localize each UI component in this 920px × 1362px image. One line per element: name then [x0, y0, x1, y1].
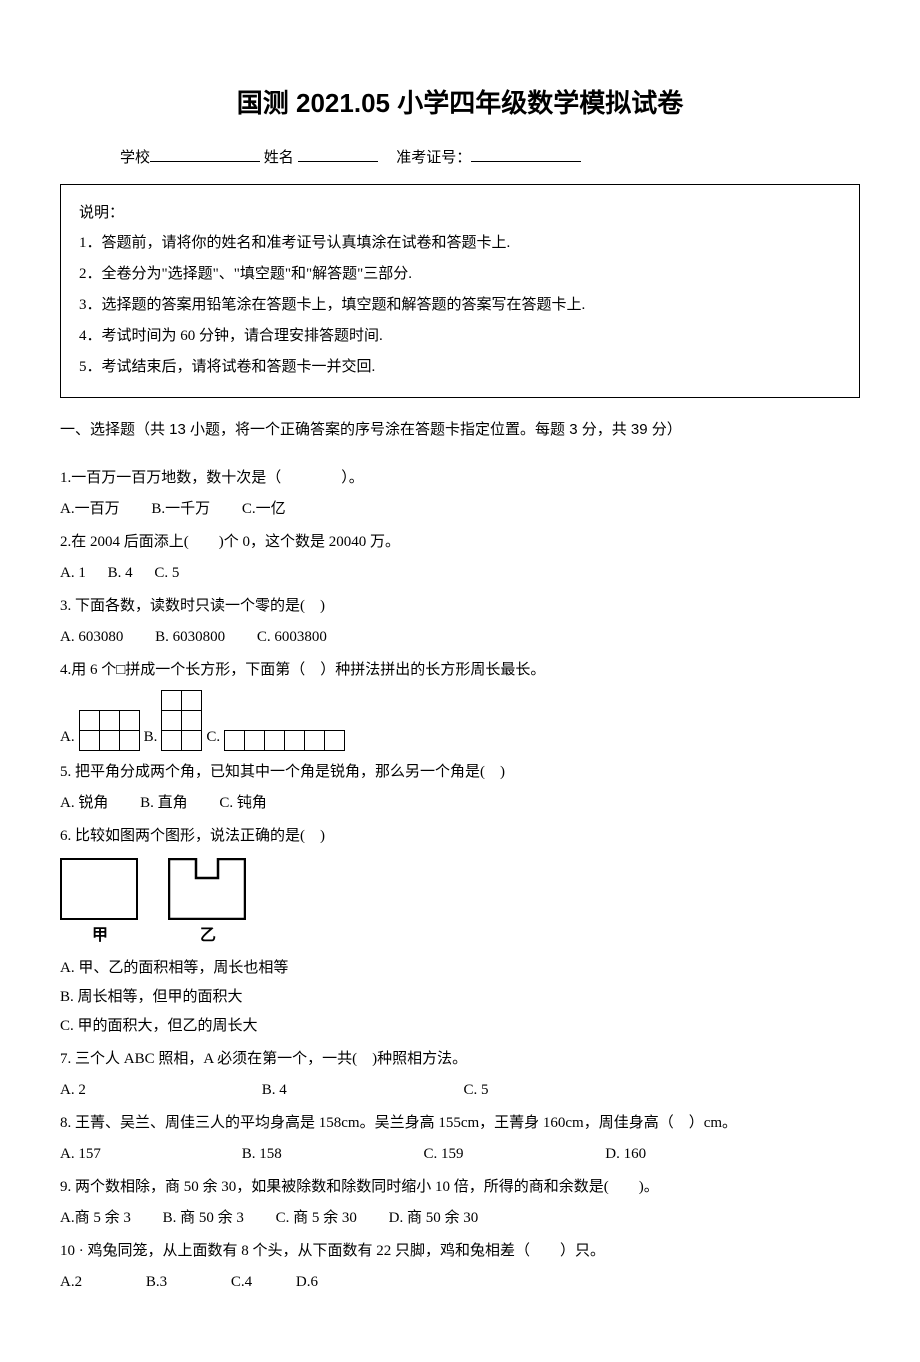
instruction-item: 3．选择题的答案用铅笔涂在答题卡上，填空题和解答题的答案写在答题卡上.: [79, 292, 841, 319]
school-label: 学校: [120, 150, 150, 166]
figure-yi: 乙: [168, 858, 248, 951]
question-9-options: A.商 5 余 3 B. 商 50 余 3 C. 商 5 余 30 D. 商 5…: [60, 1205, 860, 1232]
option-b[interactable]: B. 直角: [140, 790, 188, 817]
figure-yi-label: 乙: [168, 922, 248, 951]
question-10-options: A.2 B.3 C.4 D.6: [60, 1269, 860, 1296]
option-a-label[interactable]: A.: [60, 724, 75, 751]
ticket-blank[interactable]: [471, 147, 581, 162]
option-a[interactable]: A.一百万: [60, 496, 120, 523]
square-jia-icon: [60, 858, 138, 920]
option-d[interactable]: D. 商 50 余 30: [389, 1205, 479, 1232]
option-b[interactable]: B. 4: [262, 1077, 432, 1104]
question-1: 1.一百万一百万地数，数十次是（ ）。: [60, 465, 860, 492]
shape-a-icon: [79, 710, 140, 751]
question-1-options: A.一百万 B.一千万 C.一亿: [60, 496, 860, 523]
option-c-label[interactable]: C.: [206, 724, 220, 751]
option-d[interactable]: D.6: [296, 1269, 318, 1296]
question-8: 8. 王菁、吴兰、周佳三人的平均身高是 158cm。吴兰身高 155cm，王菁身…: [60, 1110, 860, 1137]
option-b[interactable]: B. 158: [242, 1141, 392, 1168]
question-3-options: A. 603080 B. 6030800 C. 6003800: [60, 624, 860, 651]
option-b[interactable]: B. 商 50 余 3: [163, 1205, 244, 1232]
question-4: 4.用 6 个□拼成一个长方形，下面第（ ）种拼法拼出的长方形周长最长。: [60, 657, 860, 684]
option-d[interactable]: D. 160: [605, 1141, 775, 1168]
option-a[interactable]: A. 2: [60, 1077, 230, 1104]
option-c[interactable]: C. 5: [464, 1077, 634, 1104]
question-10: 10 · 鸡兔同笼，从上面数有 8 个头，从下面数有 22 只脚，鸡和兔相差（ …: [60, 1238, 860, 1265]
option-c[interactable]: C. 6003800: [257, 624, 327, 651]
option-a[interactable]: A. 1: [60, 560, 86, 587]
question-2: 2.在 2004 后面添上( )个 0，这个数是 20040 万。: [60, 529, 860, 556]
question-5-options: A. 锐角 B. 直角 C. 钝角: [60, 790, 860, 817]
instruction-item: 2．全卷分为"选择题"、"填空题"和"解答题"三部分.: [79, 261, 841, 288]
option-a[interactable]: A. 锐角: [60, 790, 108, 817]
square-yi-icon: [168, 858, 246, 920]
section-heading: 一、选择题（共 13 小题，将一个正确答案的序号涂在答题卡指定位置。每题 3 分…: [60, 416, 860, 443]
option-b[interactable]: B. 周长相等，但甲的面积大: [60, 984, 860, 1011]
instructions-heading: 说明：: [79, 199, 841, 226]
option-a[interactable]: A. 甲、乙的面积相等，周长也相等: [60, 955, 860, 982]
option-c[interactable]: C.4: [231, 1269, 252, 1296]
question-6-figures: 甲 乙: [60, 858, 860, 951]
page-title: 国测 2021.05 小学四年级数学模拟试卷: [60, 80, 860, 127]
instruction-item: 4．考试时间为 60 分钟，请合理安排答题时间.: [79, 323, 841, 350]
shape-b-icon: [161, 690, 202, 751]
option-a[interactable]: A. 157: [60, 1141, 210, 1168]
option-c[interactable]: C. 商 5 余 30: [276, 1205, 357, 1232]
figure-jia: 甲: [60, 858, 140, 951]
option-a[interactable]: A.商 5 余 3: [60, 1205, 131, 1232]
instructions-box: 说明： 1．答题前，请将你的姓名和准考证号认真填涂在试卷和答题卡上. 2．全卷分…: [60, 184, 860, 398]
question-9: 9. 两个数相除，商 50 余 30，如果被除数和除数同时缩小 10 倍，所得的…: [60, 1174, 860, 1201]
school-blank[interactable]: [150, 147, 260, 162]
shape-c-icon: [224, 730, 345, 751]
question-2-options: A. 1 B. 4 C. 5: [60, 560, 860, 587]
question-7-options: A. 2 B. 4 C. 5: [60, 1077, 860, 1104]
figure-jia-label: 甲: [60, 922, 140, 951]
student-info-line: 学校 姓名 准考证号：: [60, 145, 860, 172]
option-b[interactable]: B.3: [146, 1269, 167, 1296]
question-4-figures: A. B. C.: [60, 690, 860, 751]
option-a[interactable]: A.2: [60, 1269, 82, 1296]
question-5: 5. 把平角分成两个角，已知其中一个角是锐角，那么另一个角是( ): [60, 759, 860, 786]
option-b[interactable]: B.一千万: [151, 496, 210, 523]
option-c[interactable]: C. 5: [154, 560, 179, 587]
option-a[interactable]: A. 603080: [60, 624, 123, 651]
option-c[interactable]: C. 159: [424, 1141, 574, 1168]
instruction-item: 1．答题前，请将你的姓名和准考证号认真填涂在试卷和答题卡上.: [79, 230, 841, 257]
option-c[interactable]: C. 甲的面积大，但乙的周长大: [60, 1013, 860, 1040]
question-3: 3. 下面各数，读数时只读一个零的是( ): [60, 593, 860, 620]
option-b[interactable]: B. 6030800: [155, 624, 225, 651]
option-c[interactable]: C.一亿: [242, 496, 286, 523]
question-6-options: A. 甲、乙的面积相等，周长也相等 B. 周长相等，但甲的面积大 C. 甲的面积…: [60, 955, 860, 1040]
name-blank[interactable]: [298, 147, 378, 162]
option-c[interactable]: C. 钝角: [219, 790, 267, 817]
question-7: 7. 三个人 ABC 照相，A 必须在第一个，一共( )种照相方法。: [60, 1046, 860, 1073]
page: 国测 2021.05 小学四年级数学模拟试卷 学校 姓名 准考证号： 说明： 1…: [0, 0, 920, 1362]
name-label: 姓名: [264, 150, 294, 166]
instruction-item: 5．考试结束后，请将试卷和答题卡一并交回.: [79, 354, 841, 381]
option-b-label[interactable]: B.: [144, 724, 158, 751]
question-6: 6. 比较如图两个图形，说法正确的是( ): [60, 823, 860, 850]
question-8-options: A. 157 B. 158 C. 159 D. 160: [60, 1141, 860, 1168]
option-b[interactable]: B. 4: [108, 560, 133, 587]
ticket-label: 准考证号：: [396, 150, 471, 166]
